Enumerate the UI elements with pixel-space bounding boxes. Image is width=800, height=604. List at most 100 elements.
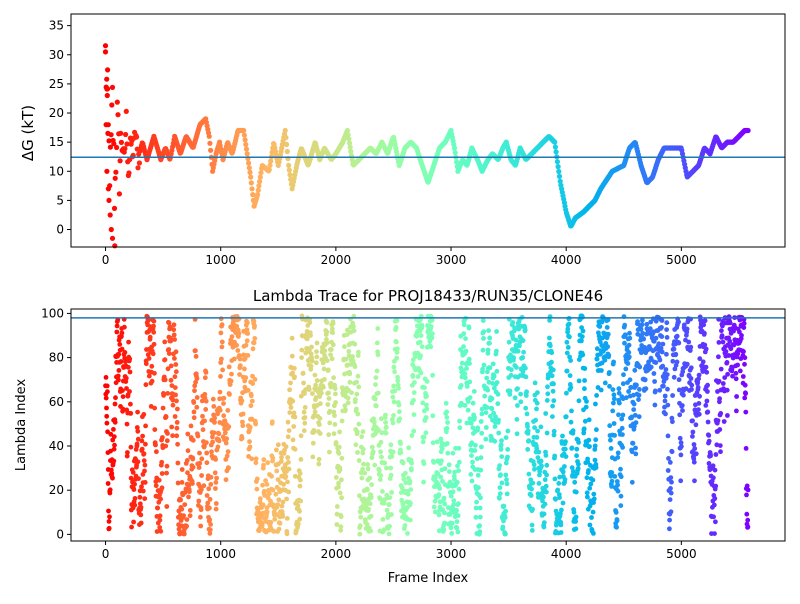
lambda-point [494,380,500,385]
lambda-point [332,386,338,391]
lambda-point [447,469,452,474]
lambda-point [203,370,209,375]
lambda-point [576,378,582,384]
lambda-point [275,502,281,507]
lambda-point [172,337,178,342]
delta-g-point [107,144,113,150]
delta-g-point [255,192,261,198]
lambda-point [633,420,639,425]
lambda-point [586,437,592,443]
lambda-point [512,325,517,331]
lambda-point [442,501,448,507]
lambda-point [314,340,320,346]
lambda-point [640,317,645,323]
lambda-point [157,525,163,530]
lambda-point [428,344,434,350]
delta-g-point [114,99,120,105]
lambda-point [436,512,442,518]
lambda-point [286,428,292,433]
delta-g-point [108,226,114,233]
lambda-point [524,411,530,417]
lambda-point [368,513,374,519]
lambda-point [164,438,170,444]
lambda-point [616,386,622,392]
lambda-point [221,401,226,406]
lambda-point [602,380,608,386]
lambda-point [475,425,481,431]
lambda-point [553,496,558,502]
lambda-trace-plot: Lambda Trace for PROJ18433/RUN35/CLONE46… [14,287,786,586]
lambda-point [632,423,637,429]
lambda-point [278,459,284,464]
lambda-x-tick-label: 1000 [205,547,236,561]
lambda-point [565,345,571,350]
lambda-point [174,433,180,439]
lambda-point [208,482,214,487]
lambda-point [373,382,378,387]
lambda-point [630,440,636,446]
lambda-point [302,391,307,396]
lambda-point [534,400,540,406]
lambda-point [681,322,687,328]
lambda-point [587,522,593,528]
lambda-point [742,382,748,388]
lambda-point [583,404,589,410]
lambda-point [489,396,495,402]
lambda-point [127,389,132,394]
lambda-point [395,374,400,380]
lambda-point [622,340,627,346]
lambda-point [582,418,588,424]
lambda-point [355,373,361,379]
lambda-point [222,430,228,436]
lambda-point [383,430,389,436]
delta-g-point [107,212,113,218]
lambda-point [483,425,489,430]
lambda-point [449,531,455,536]
lambda-point [525,424,530,429]
lambda-axes-frame [70,308,786,542]
lambda-point [135,436,141,442]
lambda-point [468,420,474,426]
lambda-point [192,383,198,389]
lambda-point [243,375,249,381]
lambda-point [388,465,394,471]
lambda-point [513,337,519,343]
delta-g-y-tick-label: 0 [56,223,64,237]
lambda-point [487,335,493,341]
delta-g-x-tick-label: 1000 [205,253,236,267]
lambda-point [690,434,695,439]
delta-g-point [557,178,563,184]
lambda-point [361,461,366,467]
lambda-point [418,353,423,359]
delta-g-point [113,169,119,175]
lambda-point [332,413,337,418]
lambda-point [706,433,712,438]
lambda-point [713,519,718,525]
lambda-point [444,415,450,420]
lambda-point [316,461,322,467]
lambda-point [257,528,262,533]
delta-g-point [246,160,252,166]
lambda-point [726,353,732,358]
lambda-point [253,460,259,466]
lambda-point [515,348,521,354]
lambda-point [342,344,347,350]
lambda-point [472,415,477,421]
lambda-point [196,498,202,504]
lambda-point [594,427,599,433]
lambda-point [618,493,624,499]
lambda-point [172,414,178,419]
lambda-point [387,495,393,500]
lambda-point [456,501,461,507]
lambda-point [407,517,413,523]
lambda-point [244,327,250,332]
delta-g-point [114,144,120,151]
delta-g-point [241,127,247,134]
lambda-point [558,522,564,528]
lambda-point [573,489,579,495]
lambda-point [614,524,619,530]
lambda-point [134,425,140,430]
lambda-point [347,371,353,377]
lambda-point [127,356,133,362]
lambda-point [569,408,574,414]
